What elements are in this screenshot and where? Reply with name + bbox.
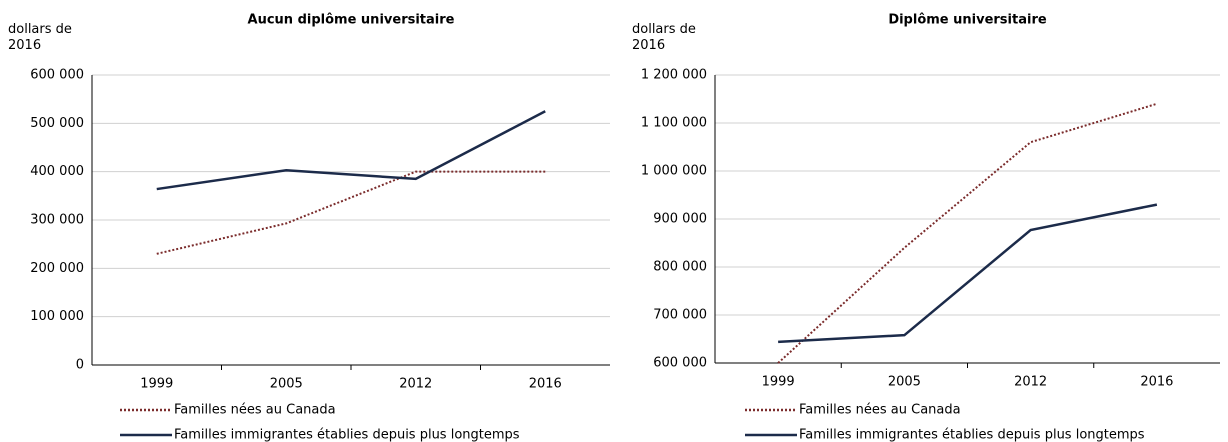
chart-title: Diplôme universitaire — [888, 13, 1047, 28]
x-tick-label: 1999 — [762, 375, 795, 390]
y-tick-label: 500 000 — [30, 116, 84, 131]
y-tick-label: 0 — [76, 358, 84, 373]
line-series — [156, 110, 546, 191]
x-tick-label: 2012 — [399, 377, 432, 392]
y-axis-label: dollars de 2016 — [632, 22, 696, 53]
legend-label: Familles nées au Canada — [799, 403, 961, 418]
y-tick-label: 300 000 — [30, 213, 84, 228]
y-tick-label: 100 000 — [30, 309, 84, 324]
x-tick-label: 2005 — [888, 375, 921, 390]
y-tick-label: 1 200 000 — [641, 68, 707, 83]
x-tick-label: 2012 — [1014, 375, 1047, 390]
y-tick-label: 400 000 — [30, 164, 84, 179]
line-series — [778, 203, 1158, 344]
y-tick-label: 600 000 — [653, 356, 707, 371]
x-tick-label: 2005 — [270, 377, 303, 392]
chart-title: Aucun diplôme universitaire — [248, 13, 455, 28]
y-tick-label: 200 000 — [30, 261, 84, 276]
legend-label: Familles immigrantes établies depuis plu… — [174, 428, 520, 442]
y-tick-label: 1 000 000 — [641, 164, 707, 179]
y-axis-label: dollars de 2016 — [8, 22, 72, 53]
legend-label: Familles nées au Canada — [174, 403, 336, 418]
legend-label: Familles immigrantes établies depuis plu… — [799, 428, 1145, 442]
y-tick-label: 700 000 — [653, 308, 707, 323]
y-tick-label: 1 100 000 — [641, 116, 707, 131]
y-tick-label: 900 000 — [653, 212, 707, 227]
y-tick-label: 600 000 — [30, 68, 84, 83]
x-tick-label: 2016 — [529, 377, 562, 392]
x-tick-label: 2016 — [1140, 375, 1173, 390]
line-series — [156, 170, 546, 255]
x-tick-label: 1999 — [140, 377, 173, 392]
y-tick-label: 800 000 — [653, 260, 707, 275]
line-series — [777, 102, 1158, 364]
